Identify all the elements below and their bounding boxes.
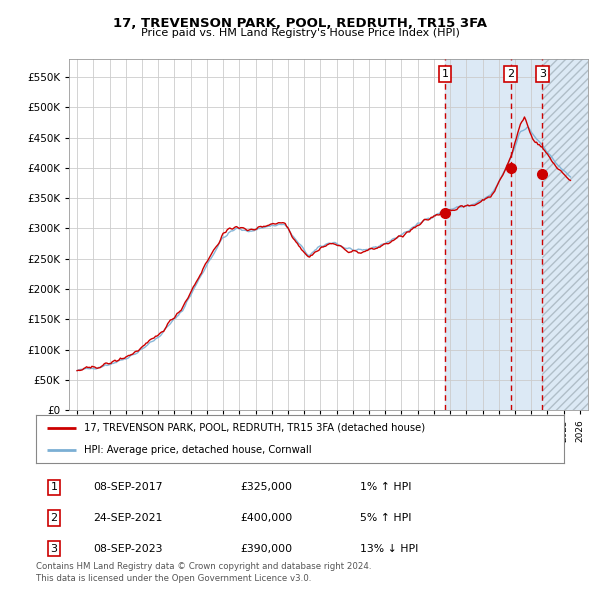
Text: 3: 3: [539, 69, 546, 79]
Text: 13% ↓ HPI: 13% ↓ HPI: [360, 544, 418, 553]
Bar: [445, 59, 600, 410]
Text: Contains HM Land Registry data © Crown copyright and database right 2024.
This d: Contains HM Land Registry data © Crown c…: [36, 562, 371, 583]
Bar: [542, 38, 600, 413]
Text: 2: 2: [50, 513, 58, 523]
Text: 17, TREVENSON PARK, POOL, REDRUTH, TR15 3FA: 17, TREVENSON PARK, POOL, REDRUTH, TR15 …: [113, 17, 487, 30]
Text: 2: 2: [507, 69, 514, 79]
Text: £390,000: £390,000: [240, 544, 292, 553]
Text: 3: 3: [50, 544, 58, 553]
Text: £400,000: £400,000: [240, 513, 292, 523]
Text: 1: 1: [442, 69, 449, 79]
Text: 17, TREVENSON PARK, POOL, REDRUTH, TR15 3FA (detached house): 17, TREVENSON PARK, POOL, REDRUTH, TR15 …: [83, 423, 425, 433]
Text: 5% ↑ HPI: 5% ↑ HPI: [360, 513, 412, 523]
Text: Price paid vs. HM Land Registry's House Price Index (HPI): Price paid vs. HM Land Registry's House …: [140, 28, 460, 38]
Text: HPI: Average price, detached house, Cornwall: HPI: Average price, detached house, Corn…: [83, 445, 311, 455]
Text: 1: 1: [50, 483, 58, 492]
Text: £325,000: £325,000: [240, 483, 292, 492]
Text: 08-SEP-2017: 08-SEP-2017: [93, 483, 163, 492]
Text: 24-SEP-2021: 24-SEP-2021: [93, 513, 163, 523]
Text: 1% ↑ HPI: 1% ↑ HPI: [360, 483, 412, 492]
Text: 08-SEP-2023: 08-SEP-2023: [93, 544, 163, 553]
